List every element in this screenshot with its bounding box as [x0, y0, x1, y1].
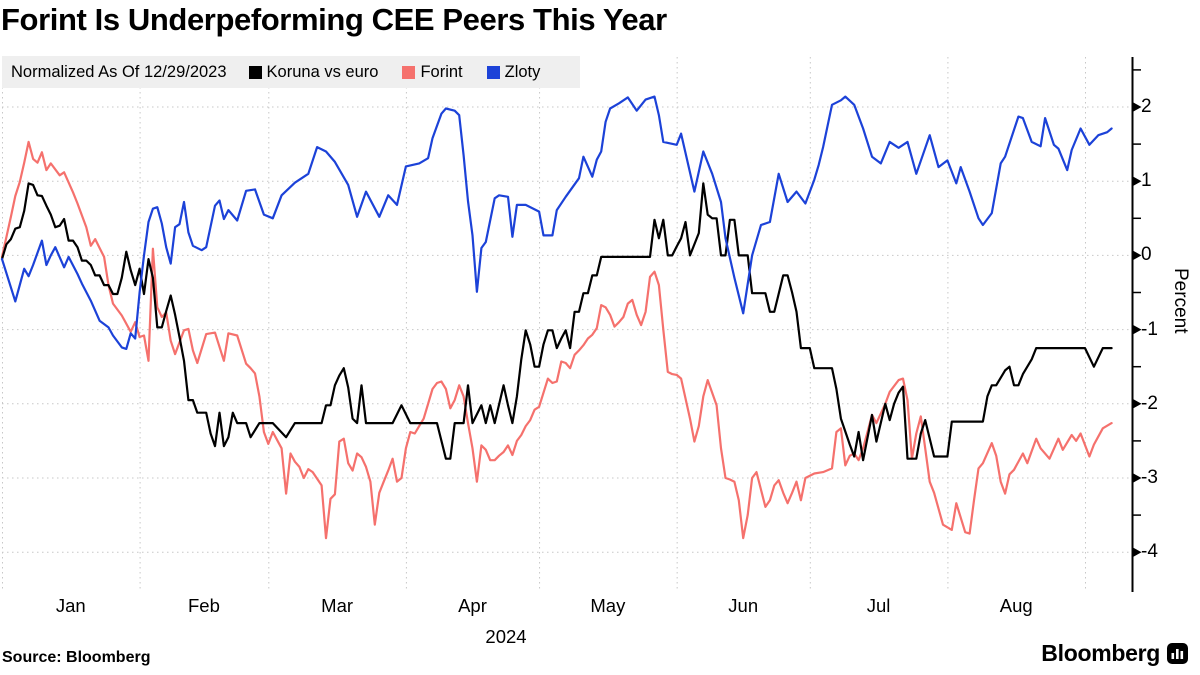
y-major-tick [1132, 250, 1142, 261]
y-tick-label: 2 [1141, 96, 1152, 117]
legend-swatch-koruna-icon [248, 65, 262, 79]
chart-title: Forint Is Underpeforming CEE Peers This … [1, 2, 667, 37]
y-major-tick [1132, 102, 1142, 112]
bloomberg-logo: Bloomberg [1041, 640, 1188, 667]
line-chart [0, 57, 1142, 592]
x-month-label: Jul [866, 595, 891, 616]
series-line-zloty [0, 95, 1113, 350]
series-line-forint [0, 140, 1113, 540]
bloomberg-terminal-icon [1167, 643, 1188, 664]
legend-swatch-forint-icon [402, 65, 416, 79]
y-tick-label: -2 [1141, 392, 1158, 414]
x-month-label: Mar [321, 595, 354, 616]
legend-label-koruna: Koruna vs euro [266, 62, 379, 81]
legend-swatch-zloty-icon [486, 65, 500, 79]
legend-label-forint: Forint [420, 62, 463, 81]
legend-item-koruna: Koruna vs euro [248, 62, 379, 82]
y-tick-label: -3 [1141, 467, 1158, 488]
legend-note: Normalized As Of 12/29/2023 [11, 62, 227, 81]
y-major-tick [1132, 176, 1142, 187]
series-line-koruna-vs-euro [0, 182, 1113, 462]
x-month-label: Aug [999, 595, 1033, 616]
y-tick-label: 0 [1141, 244, 1152, 266]
legend-label-zloty: Zloty [504, 62, 541, 81]
legend-bar: Normalized As Of 12/29/2023 Koruna vs eu… [2, 56, 580, 88]
x-month-label: Jun [728, 595, 759, 616]
legend-item-forint: Forint [402, 62, 463, 82]
source-label: Source: Bloomberg [2, 649, 151, 666]
y-tick-label: -1 [1141, 318, 1158, 340]
y-major-tick [1132, 473, 1142, 483]
y-major-tick [1132, 398, 1142, 409]
x-axis-year: 2024 [485, 626, 527, 647]
y-axis-title: Percent [1170, 268, 1191, 334]
y-major-tick [1132, 547, 1142, 558]
bloomberg-wordmark: Bloomberg [1041, 640, 1160, 666]
y-major-tick [1132, 324, 1142, 335]
y-tick-label: -4 [1141, 541, 1158, 563]
legend-item-zloty: Zloty [486, 62, 541, 82]
x-month-label: Jan [55, 595, 86, 616]
y-tick-label: 1 [1141, 170, 1152, 192]
x-month-label: May [590, 595, 626, 616]
x-month-label: Feb [187, 595, 220, 616]
x-month-label: Apr [458, 595, 487, 616]
